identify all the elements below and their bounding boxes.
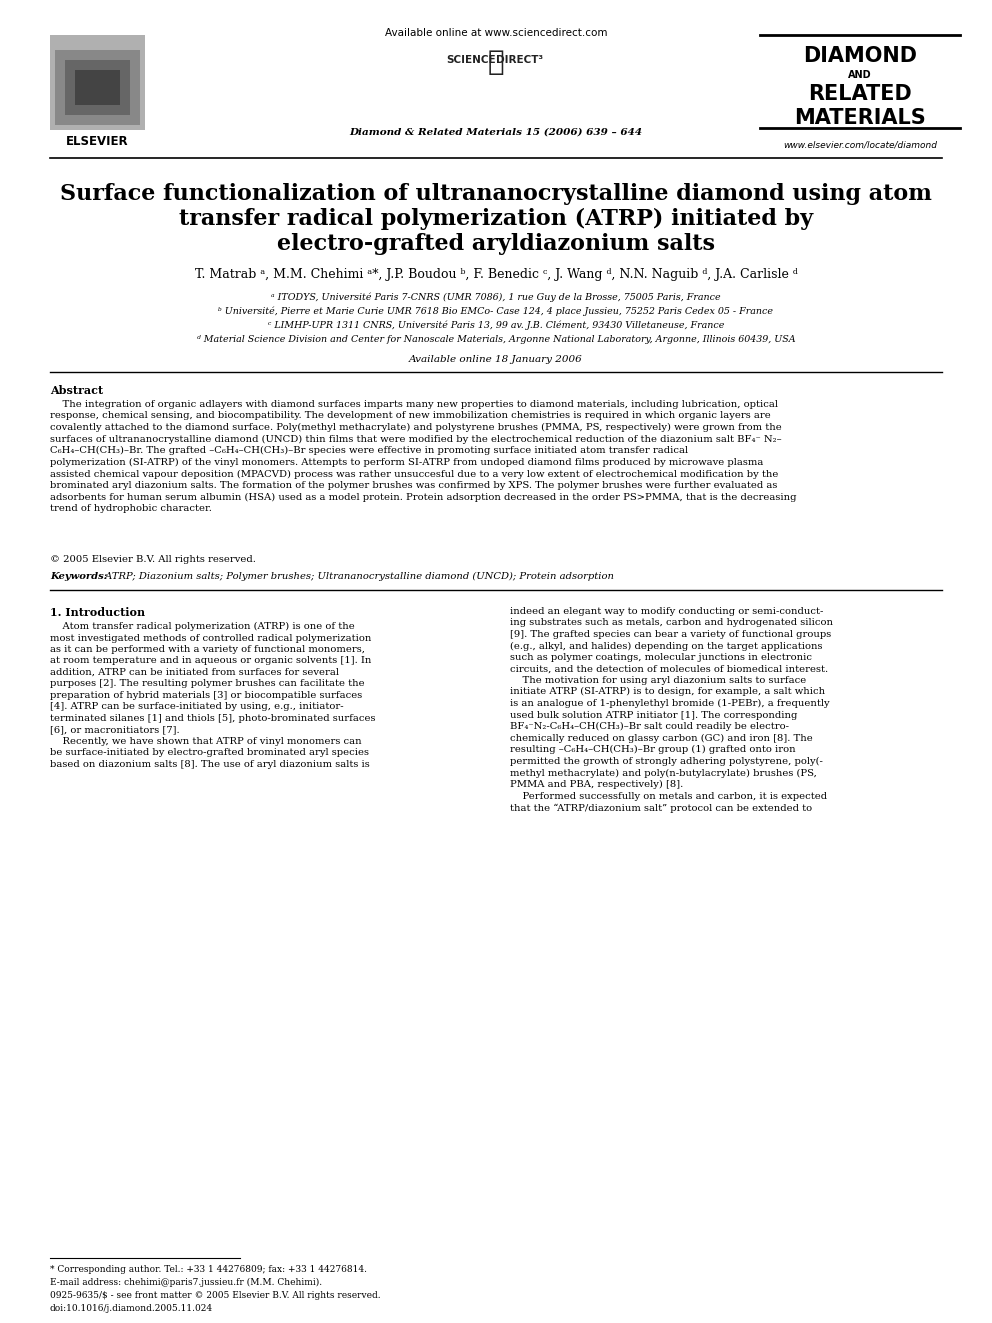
Text: E-mail address: chehimi@paris7.jussieu.fr (M.M. Chehimi).: E-mail address: chehimi@paris7.jussieu.f… xyxy=(50,1278,322,1287)
Text: T. Matrab ᵃ, M.M. Chehimi ᵃ*, J.P. Boudou ᵇ, F. Benedic ᶜ, J. Wang ᵈ, N.N. Nagui: T. Matrab ᵃ, M.M. Chehimi ᵃ*, J.P. Boudo… xyxy=(194,269,798,280)
Text: © 2005 Elsevier B.V. All rights reserved.: © 2005 Elsevier B.V. All rights reserved… xyxy=(50,556,256,564)
Text: ᵈ Material Science Division and Center for Nanoscale Materials, Argonne National: ᵈ Material Science Division and Center f… xyxy=(196,335,796,344)
Text: The integration of organic adlayers with diamond surfaces imparts many new prope: The integration of organic adlayers with… xyxy=(50,400,797,513)
Text: 0925-9635/$ - see front matter © 2005 Elsevier B.V. All rights reserved.: 0925-9635/$ - see front matter © 2005 El… xyxy=(50,1291,381,1301)
Text: RELATED: RELATED xyxy=(808,83,912,105)
Text: ATRP; Diazonium salts; Polymer brushes; Ultrananocrystalline diamond (UNCD); Pro: ATRP; Diazonium salts; Polymer brushes; … xyxy=(102,572,614,581)
Text: indeed an elegant way to modify conducting or semi-conduct-
ing substrates such : indeed an elegant way to modify conducti… xyxy=(510,607,833,812)
Text: Diamond & Related Materials 15 (2006) 639 – 644: Diamond & Related Materials 15 (2006) 63… xyxy=(349,128,643,138)
Text: Keywords:: Keywords: xyxy=(50,572,107,581)
Text: DIRECT³: DIRECT³ xyxy=(496,56,544,65)
Text: ELSEVIER: ELSEVIER xyxy=(65,135,128,148)
Text: AND: AND xyxy=(848,70,872,79)
Text: Abstract: Abstract xyxy=(50,385,103,396)
Text: 1. Introduction: 1. Introduction xyxy=(50,607,145,618)
Bar xyxy=(50,34,145,130)
Text: Available online 18 January 2006: Available online 18 January 2006 xyxy=(409,355,583,364)
Bar xyxy=(65,60,130,115)
Text: SCIENCE: SCIENCE xyxy=(446,56,496,65)
Text: Atom transfer radical polymerization (ATRP) is one of the
most investigated meth: Atom transfer radical polymerization (AT… xyxy=(50,622,376,769)
Text: www.elsevier.com/locate/diamond: www.elsevier.com/locate/diamond xyxy=(783,140,937,149)
Text: ᶜ LIMHP-UPR 1311 CNRS, Université Paris 13, 99 av. J.B. Clément, 93430 Villetane: ᶜ LIMHP-UPR 1311 CNRS, Université Paris … xyxy=(268,321,724,331)
Text: DIAMOND: DIAMOND xyxy=(803,46,917,66)
Text: MATERIALS: MATERIALS xyxy=(795,108,926,128)
Text: Available online at www.sciencedirect.com: Available online at www.sciencedirect.co… xyxy=(385,28,607,38)
Text: ᵇ Université, Pierre et Marie Curie UMR 7618 Bio EMCo- Case 124, 4 place Jussieu: ᵇ Université, Pierre et Marie Curie UMR … xyxy=(218,307,774,316)
Text: ⓐ: ⓐ xyxy=(488,48,504,75)
Text: doi:10.1016/j.diamond.2005.11.024: doi:10.1016/j.diamond.2005.11.024 xyxy=(50,1304,213,1312)
Text: Surface functionalization of ultrananocrystalline diamond using atom: Surface functionalization of ultrananocr… xyxy=(61,183,931,205)
Bar xyxy=(55,50,140,124)
Text: * Corresponding author. Tel.: +33 1 44276809; fax: +33 1 44276814.: * Corresponding author. Tel.: +33 1 4427… xyxy=(50,1265,367,1274)
Text: ᵃ ITODYS, Université Paris 7-CNRS (UMR 7086), 1 rue Guy de la Brosse, 75005 Pari: ᵃ ITODYS, Université Paris 7-CNRS (UMR 7… xyxy=(271,292,721,303)
Bar xyxy=(75,70,120,105)
Text: electro-grafted aryldiazonium salts: electro-grafted aryldiazonium salts xyxy=(277,233,715,255)
Text: transfer radical polymerization (ATRP) initiated by: transfer radical polymerization (ATRP) i… xyxy=(179,208,813,230)
